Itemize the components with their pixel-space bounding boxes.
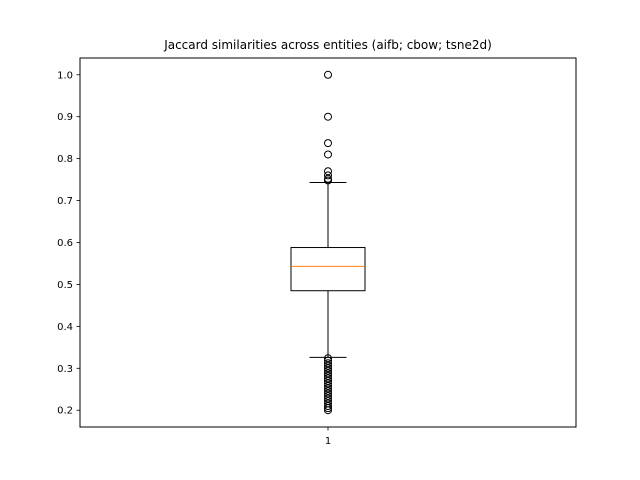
y-tick-label: 0.7 [57, 196, 73, 207]
y-tick-label: 0.4 [57, 322, 73, 333]
outlier-point [324, 171, 332, 180]
y-tick-label: 0.9 [57, 112, 73, 123]
outlier-point [324, 381, 332, 390]
x-tick-label: 1 [325, 436, 331, 447]
y-tick-label: 0.3 [57, 364, 73, 375]
outlier-point [324, 376, 332, 385]
outlier-point [324, 371, 332, 380]
outlier-point [324, 354, 332, 363]
outlier-point [324, 361, 332, 370]
outlier-point [324, 369, 332, 378]
outlier-point [324, 359, 332, 368]
y-tick-label: 0.5 [57, 280, 73, 291]
outlier-point [324, 366, 332, 375]
axes-frame [79, 57, 577, 428]
y-tick-label: 0.2 [57, 406, 73, 417]
outlier-point [324, 139, 332, 148]
outlier-point [324, 406, 332, 415]
outlier-point [324, 112, 332, 121]
outlier-point [324, 70, 332, 79]
outlier-point [324, 356, 332, 365]
outlier-point [324, 384, 332, 393]
plot-area: 0.2 0.3 0.4 0.5 0.6 0.7 0.8 0.9 1.0 1 [57, 70, 366, 447]
outlier-point [324, 167, 332, 176]
outlier-point [324, 391, 332, 400]
outlier-point [324, 404, 332, 413]
outlier-point [324, 402, 332, 411]
outlier-point [324, 379, 332, 388]
y-tick-label: 0.8 [57, 154, 73, 165]
outlier-point [324, 176, 332, 185]
outlier-point [324, 150, 332, 159]
outlier-point [324, 389, 332, 398]
outlier-point [324, 394, 332, 403]
outlier-point [324, 364, 332, 373]
chart-title: Jaccard similarities across entities (ai… [163, 38, 492, 52]
outlier-point [324, 386, 332, 395]
outlier-point [324, 374, 332, 383]
y-tick-label: 0.6 [57, 238, 73, 249]
box-iqr [290, 247, 366, 292]
y-tick-label: 1.0 [57, 70, 73, 81]
